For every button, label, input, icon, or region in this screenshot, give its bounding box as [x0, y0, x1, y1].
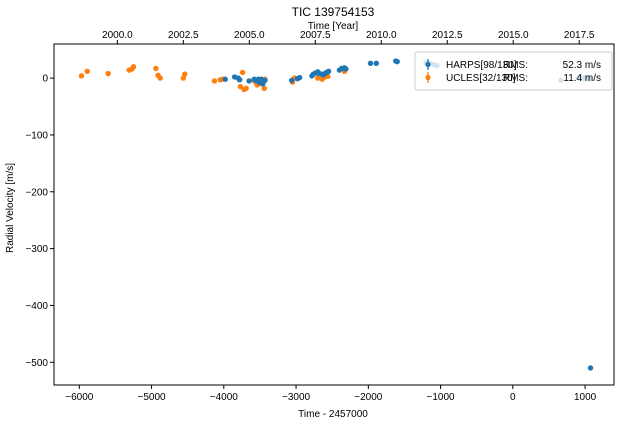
data-point — [237, 77, 243, 83]
data-point — [153, 65, 159, 72]
legend-harps-rms-value: 52.3 m/s — [563, 60, 601, 71]
legend-entry-harps: HARPS[98/130] RMS: 52.3 m/s — [425, 59, 601, 71]
top-tick-label: 2002.5 — [168, 30, 199, 41]
legend-entry-ucles: UCLES[32/130] RMS: 11.4 m/s — [425, 72, 601, 84]
legend: HARPS[98/130] RMS: 52.3 m/s UCLES[32/130… — [414, 51, 613, 91]
data-point — [78, 73, 85, 79]
y-tick-label: −100 — [25, 130, 48, 141]
x-tick-label: −4000 — [210, 392, 239, 403]
legend-box — [414, 51, 613, 91]
chart-title: TIC 139754153 — [292, 5, 375, 19]
data-point — [237, 83, 244, 90]
data-point — [130, 64, 137, 70]
legend-harps-marker — [425, 61, 431, 68]
data-point — [105, 70, 111, 77]
x-axis-label: Time - 2457000 — [298, 409, 368, 420]
data-point — [325, 68, 332, 74]
data-point — [243, 85, 249, 92]
data-point — [315, 75, 321, 81]
data-point — [289, 77, 295, 84]
data-point — [296, 74, 303, 81]
top-tick-label: 2007.5 — [300, 30, 331, 41]
x-tick-label: −6000 — [65, 392, 94, 403]
data-point — [246, 78, 252, 84]
data-point — [222, 76, 228, 82]
x-axis-ticks: −6000 −5000 −4000 −3000 −2000 −1000 0 1000 — [65, 385, 597, 403]
data-point — [373, 60, 379, 67]
legend-harps-name: HARPS[98/130] — [446, 60, 517, 71]
y-axis-label: Radial Velocity [m/s] — [5, 163, 16, 253]
y-axis-ticks: 0 −100 −200 −300 −400 −500 — [25, 74, 54, 369]
top-tick-label: 2010.0 — [366, 30, 397, 41]
data-point — [261, 85, 267, 92]
y-tick-label: −300 — [25, 244, 48, 255]
x-tick-label: −2000 — [354, 392, 383, 403]
top-x-axis-label: Time [Year] — [308, 21, 359, 32]
x-tick-label: −1000 — [427, 392, 456, 403]
data-point — [211, 78, 218, 84]
x-tick-label: −5000 — [138, 392, 167, 403]
top-tick-label: 2015.0 — [498, 30, 529, 41]
legend-ucles-rms-label: RMS: — [503, 73, 528, 84]
data-point — [367, 60, 374, 67]
data-point — [84, 68, 90, 74]
data-point — [157, 75, 163, 81]
legend-ucles-rms-value: 11.4 m/s — [563, 73, 601, 84]
top-tick-label: 2000.0 — [102, 30, 133, 41]
y-tick-label: −400 — [25, 301, 48, 312]
x-tick-label: 1000 — [574, 392, 597, 403]
top-tick-label: 2012.5 — [432, 30, 463, 41]
x-tick-label: −3000 — [282, 392, 311, 403]
top-tick-label: 2017.5 — [564, 30, 595, 41]
data-point — [182, 71, 188, 77]
y-tick-label: −500 — [25, 358, 48, 369]
data-point — [262, 77, 268, 84]
legend-ucles-marker — [425, 74, 431, 81]
top-tick-label: 2005.0 — [234, 30, 265, 41]
data-point — [239, 69, 246, 76]
y-tick-label: −200 — [25, 187, 48, 198]
legend-harps-rms-label: RMS: — [503, 60, 528, 71]
legend-ucles-name: UCLES[32/130] — [446, 73, 516, 84]
x-tick-label: 0 — [510, 392, 516, 403]
data-point — [343, 66, 349, 72]
y-tick-label: 0 — [42, 74, 48, 85]
data-point — [587, 365, 594, 371]
data-point — [394, 58, 400, 65]
top-axis-ticks: 2000.0 2002.5 2005.0 2007.5 2010.0 2012.5 2015… — [102, 30, 595, 44]
plot-frame — [53, 43, 615, 386]
